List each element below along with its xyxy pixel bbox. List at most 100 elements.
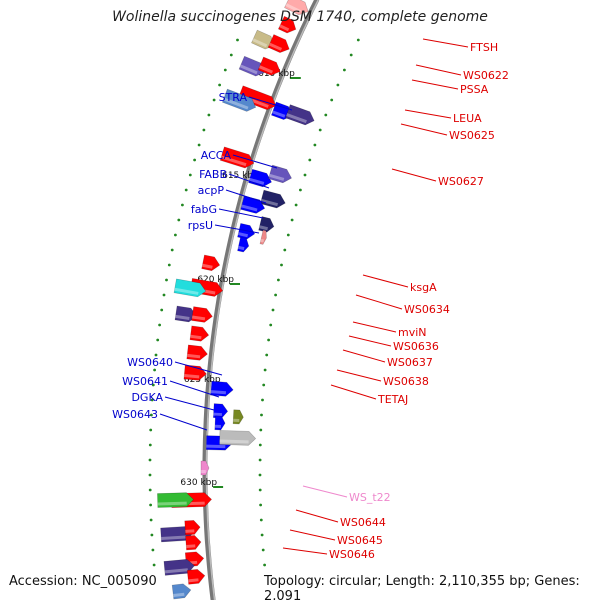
track-dot: [181, 203, 184, 207]
gene-glyph-shine: [237, 232, 249, 238]
track-dot: [160, 308, 164, 312]
accession-text: Accession: NC_005090: [9, 574, 157, 589]
track-dot: [263, 368, 267, 372]
gene-glyph-shine: [186, 544, 196, 549]
gene-label: WS0643: [112, 408, 158, 421]
gene-glyph: [284, 0, 309, 16]
track-dot: [259, 518, 263, 522]
backbone-group: [202, 0, 320, 600]
kbp-tick-label: 630 kbp: [180, 478, 217, 488]
gene-label: WS0634: [404, 303, 450, 316]
gene-glyph-shine: [184, 373, 200, 379]
gene-glyph: [257, 56, 281, 76]
label-leader-line: [218, 208, 264, 219]
gene-glyph: [189, 325, 210, 342]
gene-glyph-shine: [220, 155, 247, 167]
track-dot: [151, 548, 155, 552]
gene-glyph-shine: [175, 314, 190, 320]
label-leader-line: [169, 380, 220, 398]
gene-glyph-shine: [185, 529, 195, 533]
gene-glyph-shine: [188, 578, 199, 583]
gene-glyph-shape: [189, 325, 210, 342]
gene-label: STRA: [219, 91, 248, 104]
track-dot: [236, 38, 239, 42]
track-dot: [258, 443, 262, 447]
gene-glyph-shape: [201, 254, 221, 272]
gene-label: WS0646: [329, 548, 375, 561]
kbp-tick-label: 615 kbp: [222, 171, 259, 181]
track-dot: [165, 278, 168, 282]
gene-glyph: [259, 189, 286, 209]
track-dot: [262, 383, 266, 387]
track-dot: [260, 413, 263, 417]
gene-glyph-shape: [186, 569, 206, 585]
label-leader-line: [159, 413, 208, 431]
track-dot: [229, 53, 233, 57]
track-dot: [150, 413, 153, 417]
track-dot: [197, 143, 201, 147]
track-dot: [149, 518, 153, 522]
gene-glyph-shine: [272, 110, 286, 118]
gene-glyph-shape: [267, 34, 290, 53]
label-leader-line: [302, 485, 348, 498]
gene-glyph-shine: [241, 204, 258, 212]
gene-label: WS0627: [438, 175, 484, 188]
track-dot: [153, 368, 157, 372]
gene-glyph-shine: [233, 418, 240, 423]
gene-glyph-shape: [259, 229, 267, 245]
gene-label: WS_t22: [349, 491, 391, 504]
gene-glyph: [222, 88, 257, 112]
track-dot: [152, 563, 156, 567]
label-leader-line: [214, 224, 260, 234]
kbp-tick-label: 625 kbp: [184, 375, 221, 385]
gene-label: WS0644: [340, 516, 386, 529]
gene-glyph-shape: [259, 189, 286, 209]
track-dot: [223, 68, 227, 72]
gene-label: WS0625: [449, 129, 495, 142]
gene-glyph: [185, 535, 202, 551]
gene-glyph-shine: [237, 245, 245, 251]
track-dot: [212, 98, 216, 102]
track-dot: [294, 203, 298, 207]
track-dot: [336, 83, 340, 87]
label-leader-line: [352, 321, 397, 333]
gene-glyph-shine: [191, 315, 206, 321]
track-dot: [207, 113, 211, 117]
track-dot: [277, 278, 280, 282]
gene-glyph-shine: [268, 42, 283, 51]
track-dot: [283, 248, 287, 252]
gene-glyph-shape: [222, 88, 257, 112]
track-dot: [343, 68, 346, 72]
gene-label: FTSH: [470, 41, 498, 54]
gene-glyph-shape: [185, 535, 202, 551]
label-leader-line: [225, 189, 267, 204]
gene-glyph-shape: [219, 430, 257, 446]
track-dot: [149, 428, 153, 432]
gene-glyph: [173, 278, 207, 298]
label-leader-line: [415, 64, 462, 76]
label-leader-line: [362, 274, 409, 288]
track-dot: [148, 473, 152, 477]
gene-glyph-shine: [161, 535, 187, 540]
gene-glyph-shine: [258, 65, 273, 74]
gene-label: WS0636: [393, 340, 439, 353]
gene-glyph: [184, 520, 201, 536]
gene-glyph: [186, 569, 206, 585]
track-dot: [261, 548, 265, 552]
gene-glyph-shine: [269, 173, 285, 181]
gene-glyph-shape: [200, 460, 210, 476]
kbp-tick-label: 610 kbp: [258, 69, 295, 79]
gene-glyph: [237, 223, 256, 240]
gene-label: FABB: [199, 168, 227, 181]
track-dot: [324, 113, 328, 117]
track-dot: [260, 533, 264, 537]
track-dot: [303, 173, 307, 177]
track-dot: [313, 143, 317, 147]
gene-glyph: [174, 305, 198, 323]
label-leader-line: [248, 96, 293, 111]
track-dot: [290, 218, 294, 222]
label-leader-line: [174, 361, 223, 376]
gene-glyph-shine: [286, 113, 307, 124]
track-dot: [261, 398, 264, 402]
